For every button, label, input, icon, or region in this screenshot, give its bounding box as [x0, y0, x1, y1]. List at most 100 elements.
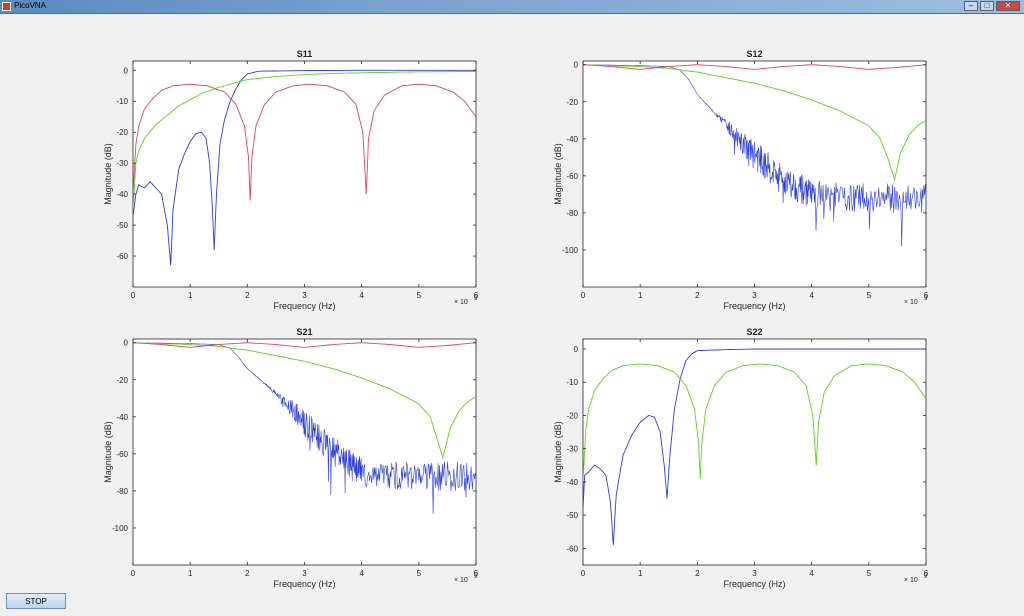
- y-tick-label: -80: [116, 487, 128, 496]
- app-icon: [2, 2, 11, 11]
- x-tick-label: 2: [245, 569, 250, 578]
- x-tick-label: 6: [474, 569, 479, 578]
- x-exponent-power: 9: [474, 574, 478, 580]
- y-axis-label: Magnitude (dB): [553, 143, 563, 205]
- series-group: [133, 69, 476, 266]
- x-tick-label: 0: [131, 291, 136, 300]
- chart-title: S21: [296, 327, 312, 337]
- x-tick-label: 5: [867, 291, 872, 300]
- x-tick-label: 4: [359, 569, 364, 578]
- y-tick-label: -100: [112, 524, 129, 533]
- x-tick-label: 3: [752, 291, 757, 300]
- x-tick-label: 4: [359, 291, 364, 300]
- x-tick-label: 6: [474, 291, 479, 300]
- x-axis-label: Frequency (Hz): [723, 579, 785, 589]
- y-tick-label: -60: [566, 172, 578, 181]
- x-tick-label: 1: [188, 291, 193, 300]
- y-tick-label: 0: [574, 61, 579, 70]
- y-tick-label: -60: [116, 450, 128, 459]
- series-group: [583, 64, 926, 247]
- x-tick-label: 0: [581, 569, 586, 578]
- x-tick-label: 6: [924, 291, 929, 300]
- x-exponent-power: 9: [474, 296, 478, 302]
- axes-box: [132, 338, 477, 566]
- x-tick-label: 1: [638, 291, 643, 300]
- figure-canvas: 0 1 2 3 4 5 6 0 -10 -20 -30 -40 -50 -60 S11 Frequency (…: [103, 49, 929, 589]
- x-tick-label: 5: [417, 291, 422, 300]
- y-tick-label: 0: [124, 339, 129, 348]
- minimize-icon[interactable]: –: [964, 1, 978, 11]
- y-axis-label: Magnitude (dB): [553, 421, 563, 483]
- y-tick-label: 0: [574, 345, 579, 354]
- series-line-1: [133, 69, 476, 266]
- series-line-1: [583, 348, 926, 546]
- x-exponent-label: × 10: [904, 299, 918, 306]
- subplot-s21: 0 1 2 3 4 5 6 0 -20 -40 -60 -80 -100 S21 Frequency (Hz…: [103, 327, 479, 589]
- axes-box: [582, 60, 927, 288]
- chart-title: S12: [746, 49, 762, 59]
- y-tick-label: -80: [566, 209, 578, 218]
- x-tick-label: 1: [188, 569, 193, 578]
- series-line-2: [583, 64, 926, 182]
- x-tick-label: 2: [695, 569, 700, 578]
- window-titlebar: PicoVNA – □ ✕: [0, 0, 1024, 14]
- axes-box: [582, 338, 927, 566]
- subplot-s22: 0 1 2 3 4 5 6 0 -10 -20 -30 -40 -50 -60 S22 Frequency (…: [553, 327, 929, 589]
- y-tick-label: -40: [116, 190, 128, 199]
- x-tick-label: 5: [867, 569, 872, 578]
- x-tick-label: 3: [752, 569, 757, 578]
- x-tick-label: 5: [417, 569, 422, 578]
- y-tick-label: -100: [562, 246, 579, 255]
- subplot-s11: 0 1 2 3 4 5 6 0 -10 -20 -30 -40 -50 -60 S11 Frequency (…: [103, 49, 479, 311]
- x-exponent-label: × 10: [454, 577, 468, 584]
- series-group: [133, 342, 476, 514]
- y-tick-label: -40: [116, 413, 128, 422]
- x-tick-label: 0: [131, 569, 136, 578]
- x-tick-label: 2: [695, 291, 700, 300]
- y-axis-label: Magnitude (dB): [103, 421, 113, 483]
- window-controls: – □ ✕: [964, 1, 1020, 11]
- y-tick-label: -40: [566, 478, 578, 487]
- series-group: [583, 348, 926, 546]
- y-tick-label: -10: [566, 378, 578, 387]
- x-axis-label: Frequency (Hz): [273, 301, 335, 311]
- x-tick-label: 6: [924, 569, 929, 578]
- series-line-2: [133, 71, 476, 210]
- x-tick-label: 2: [245, 291, 250, 300]
- x-exponent-power: 9: [924, 296, 928, 302]
- x-tick-label: 3: [302, 569, 307, 578]
- series-line-3: [133, 342, 476, 348]
- x-tick-label: 0: [581, 291, 586, 300]
- y-tick-label: -10: [116, 97, 128, 106]
- figure-area: 0 1 2 3 4 5 6 0 -10 -20 -30 -40 -50 -60 S11 Frequency (…: [0, 14, 1024, 594]
- maximize-icon[interactable]: □: [980, 1, 994, 11]
- x-tick-label: 1: [638, 569, 643, 578]
- y-tick-label: 0: [124, 66, 129, 75]
- x-axis-label: Frequency (Hz): [273, 579, 335, 589]
- stop-button[interactable]: STOP: [6, 593, 66, 609]
- y-tick-label: -20: [116, 376, 128, 385]
- y-tick-label: -60: [566, 544, 578, 553]
- x-exponent-power: 9: [924, 574, 928, 580]
- window-title: PicoVNA: [14, 1, 47, 10]
- x-axis-label: Frequency (Hz): [723, 301, 785, 311]
- close-icon[interactable]: ✕: [996, 1, 1020, 11]
- y-tick-label: -50: [116, 221, 128, 230]
- y-tick-label: -60: [116, 252, 128, 261]
- chart-title: S11: [297, 49, 313, 59]
- axes-box: [132, 60, 477, 288]
- y-tick-label: -20: [116, 128, 128, 137]
- series-line-2: [133, 342, 476, 460]
- y-tick-label: -20: [566, 411, 578, 420]
- x-exponent-label: × 10: [904, 577, 918, 584]
- series-line-3: [133, 83, 476, 201]
- x-exponent-label: × 10: [454, 299, 468, 306]
- y-tick-label: -50: [566, 511, 578, 520]
- x-tick-label: 3: [302, 291, 307, 300]
- y-axis-label: Magnitude (dB): [103, 143, 113, 205]
- series-line-3: [583, 64, 926, 70]
- series-line-2: [583, 363, 926, 482]
- x-tick-label: 4: [809, 569, 814, 578]
- y-tick-label: -20: [566, 98, 578, 107]
- chart-title: S22: [746, 327, 762, 337]
